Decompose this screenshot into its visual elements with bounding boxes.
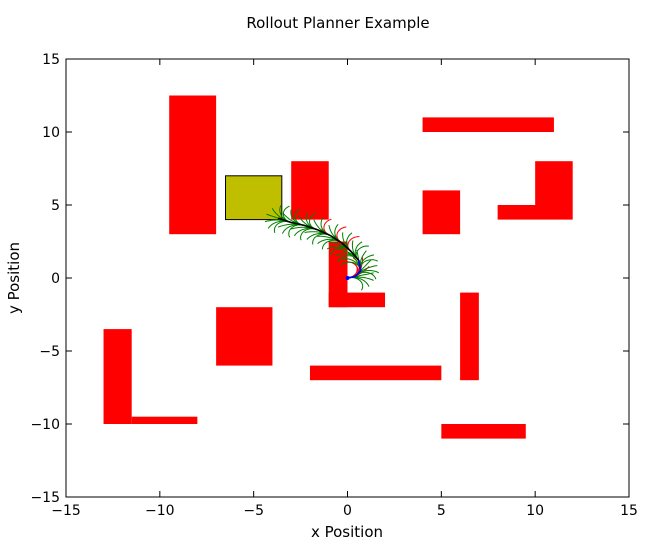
obstacle-1 — [169, 95, 217, 235]
goal-region — [225, 175, 283, 221]
obstacle-3 — [328, 241, 348, 308]
obstacle-8 — [535, 161, 573, 205]
y-tick-label: 15 — [42, 52, 60, 68]
y-tick-label: 0 — [51, 271, 60, 287]
obstacle-12 — [441, 424, 526, 439]
x-axis-label: x Position — [311, 523, 383, 541]
obstacle-14 — [131, 416, 198, 424]
start-point — [345, 276, 350, 280]
path-layer — [277, 217, 362, 280]
obstacles-layer — [103, 95, 573, 439]
y-tick-label: 5 — [51, 198, 60, 214]
planned-path — [277, 217, 362, 279]
y-tick-label: 10 — [42, 125, 60, 141]
y-tick-label: −10 — [30, 417, 60, 433]
obstacle-13 — [103, 329, 132, 424]
path-start-segment — [347, 260, 362, 279]
goal-layer — [225, 175, 283, 221]
chart-title: Rollout Planner Example — [246, 14, 429, 32]
obstacle-6 — [422, 190, 461, 235]
x-tick-label: 10 — [526, 503, 544, 519]
obstacle-11 — [309, 365, 442, 381]
x-tick-label: 5 — [437, 503, 446, 519]
x-tick-label: −10 — [145, 503, 175, 519]
obstacle-10 — [216, 307, 273, 366]
y-axis-label: y Position — [5, 242, 23, 314]
obstacle-7 — [497, 205, 573, 220]
obstacle-9 — [460, 292, 479, 381]
x-tick-label: 0 — [343, 503, 352, 519]
x-tick-label: −15 — [51, 503, 81, 519]
y-tick-label: −15 — [30, 490, 60, 506]
x-tick-label: −5 — [243, 503, 264, 519]
rollout-9-6 — [288, 224, 305, 238]
rollout-1-0 — [347, 276, 364, 291]
obstacle-4 — [328, 292, 386, 308]
ticks-layer: −15 −10 −5 0 5 10 15 −15 −10 −5 0 5 10 15 — [30, 52, 637, 519]
obstacle-5 — [422, 117, 554, 132]
obstacle-2 — [291, 161, 329, 220]
x-tick-label: 15 — [620, 503, 638, 519]
y-tick-label: −5 — [39, 344, 60, 360]
